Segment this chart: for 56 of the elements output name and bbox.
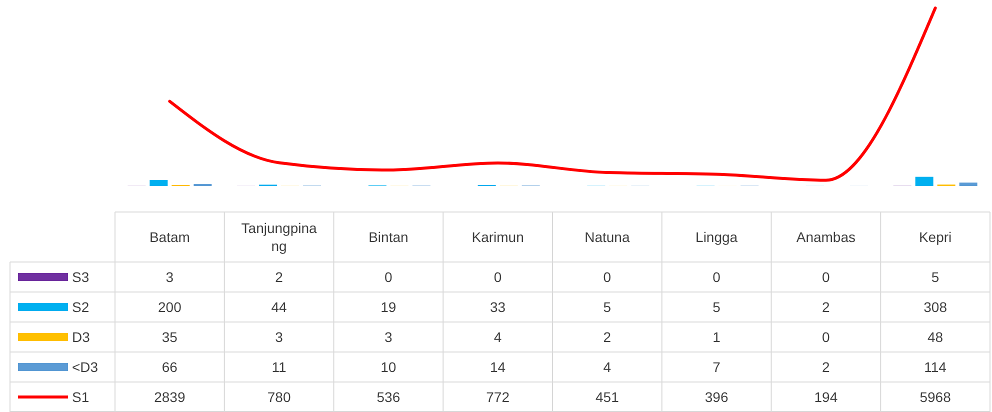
x-tick-label: Natuna xyxy=(584,229,630,245)
data-label: 2 xyxy=(822,359,830,375)
data-label: 7 xyxy=(712,359,721,375)
data-label: 66 xyxy=(162,359,178,375)
data-label: 396 xyxy=(704,389,728,405)
data-label: 3 xyxy=(166,269,174,285)
data-label: 48 xyxy=(928,329,944,345)
data-label: 194 xyxy=(814,389,838,405)
legend-label: D3 xyxy=(72,329,90,345)
data-label: 2 xyxy=(822,299,830,315)
data-label: 0 xyxy=(712,269,721,285)
data-label: 5 xyxy=(931,269,940,285)
data-label: 0 xyxy=(603,269,612,285)
data-label: 14 xyxy=(490,359,506,375)
data-label: 5 xyxy=(712,299,721,315)
data-label: 5968 xyxy=(920,389,952,405)
data-label: 2 xyxy=(275,269,284,285)
legend-label: S1 xyxy=(72,389,90,405)
legend-label: S3 xyxy=(72,269,90,285)
data-label: 1 xyxy=(712,329,721,345)
bar xyxy=(915,176,934,186)
data-label: 4 xyxy=(603,359,612,375)
x-tick-label: Lingga xyxy=(696,229,738,245)
legend-label: S2 xyxy=(72,299,90,315)
bar xyxy=(150,180,168,186)
data-label: 536 xyxy=(376,389,400,405)
data-label: 19 xyxy=(380,299,396,315)
legend-label: <D3 xyxy=(72,359,98,375)
data-label: 11 xyxy=(272,359,287,375)
data-label: 200 xyxy=(158,299,182,315)
bar xyxy=(959,182,978,186)
data-label: 451 xyxy=(596,389,620,405)
x-tick-label: Batam xyxy=(149,229,190,245)
data-label: 0 xyxy=(494,269,502,285)
data-label: 33 xyxy=(490,299,506,315)
x-tick-label: Bintan xyxy=(368,229,408,245)
data-label: 10 xyxy=(380,359,396,375)
x-tick-label: Karimun xyxy=(472,229,524,245)
data-label: 0 xyxy=(822,329,830,345)
data-label: 2 xyxy=(603,329,612,345)
data-label: 44 xyxy=(271,299,288,315)
data-label: 3 xyxy=(275,329,284,345)
data-label: 308 xyxy=(924,299,948,315)
data-label: 2839 xyxy=(154,389,186,405)
x-tick-label: Tanjungpinang xyxy=(241,220,318,254)
data-label: 114 xyxy=(924,359,947,375)
x-tick-label: Anambas xyxy=(796,229,856,245)
data-label: 35 xyxy=(162,329,178,345)
data-label: 0 xyxy=(822,269,830,285)
data-label: 772 xyxy=(486,389,510,405)
data-label: 4 xyxy=(494,329,502,345)
data-label: 0 xyxy=(384,269,393,285)
x-tick-label: Kepri xyxy=(918,229,952,245)
data-label: 3 xyxy=(384,329,393,345)
data-label: 5 xyxy=(603,299,612,315)
data-label: 780 xyxy=(267,389,291,405)
